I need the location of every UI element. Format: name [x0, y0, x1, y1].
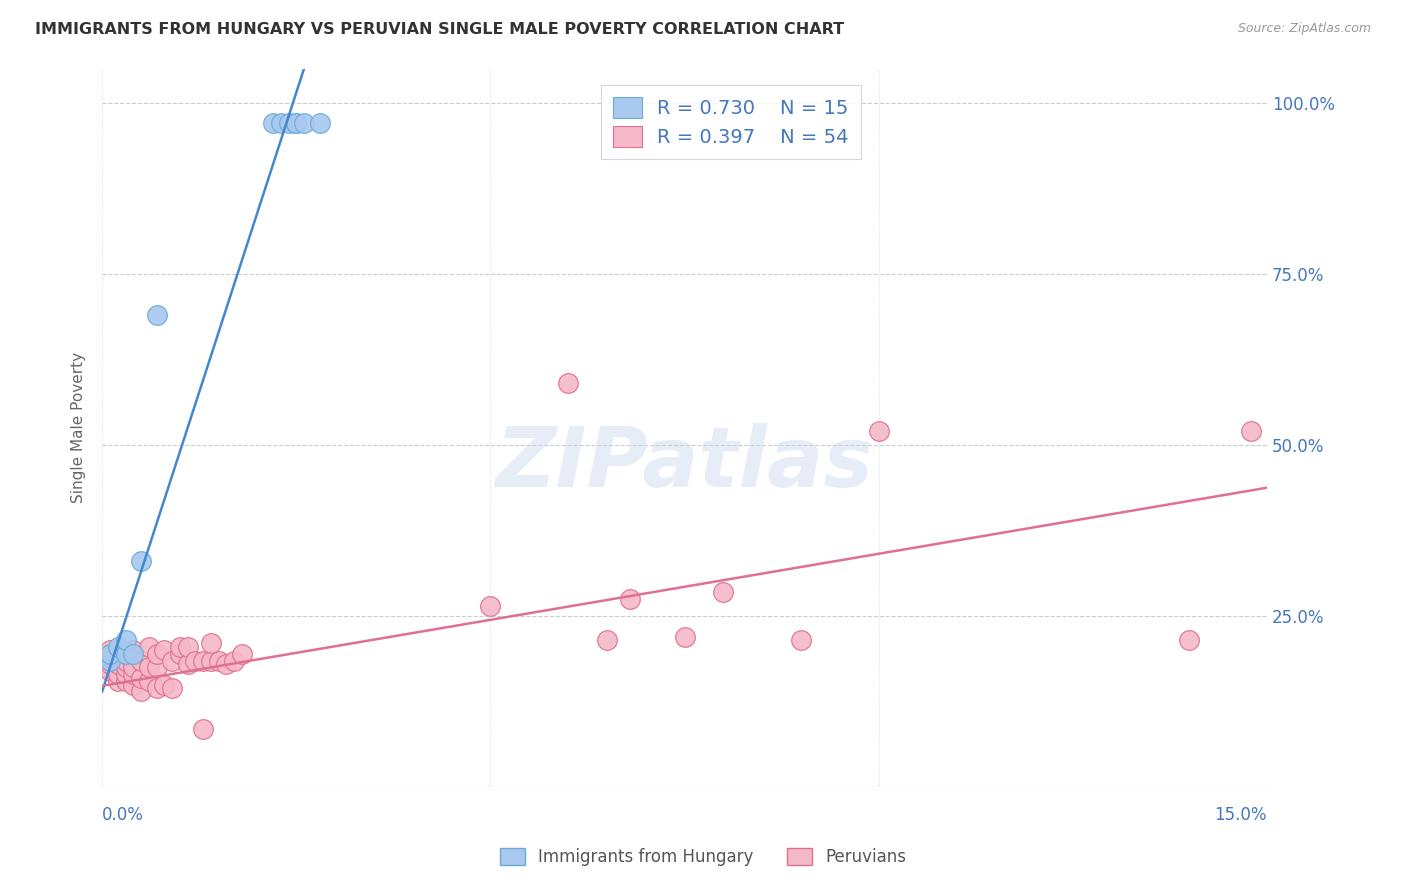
Point: [160, 654, 183, 668]
Point: [557, 376, 579, 391]
Point: [270, 116, 292, 130]
Point: [619, 591, 641, 606]
Y-axis label: Single Male Poverty: Single Male Poverty: [72, 352, 86, 503]
Point: [107, 667, 129, 681]
Point: [292, 116, 315, 130]
Point: [285, 116, 308, 130]
Point: [114, 660, 136, 674]
Point: [285, 116, 308, 130]
Point: [98, 643, 121, 657]
Point: [122, 667, 145, 681]
Point: [114, 647, 136, 661]
Point: [191, 722, 214, 736]
Point: [308, 116, 330, 130]
Point: [122, 647, 145, 661]
Point: [107, 640, 129, 654]
Point: [176, 657, 198, 671]
Point: [200, 636, 222, 650]
Point: [98, 650, 121, 665]
Point: [114, 667, 136, 681]
Point: [98, 654, 121, 668]
Point: [129, 654, 152, 668]
Point: [262, 116, 284, 130]
Point: [138, 640, 160, 654]
Point: [145, 681, 167, 695]
Point: [129, 671, 152, 685]
Point: [191, 654, 214, 668]
Point: [107, 650, 129, 665]
Text: IMMIGRANTS FROM HUNGARY VS PERUVIAN SINGLE MALE POVERTY CORRELATION CHART: IMMIGRANTS FROM HUNGARY VS PERUVIAN SING…: [35, 22, 844, 37]
Point: [98, 657, 121, 671]
Point: [176, 640, 198, 654]
Point: [184, 654, 207, 668]
Point: [673, 630, 696, 644]
Point: [98, 647, 121, 661]
Point: [790, 633, 813, 648]
Point: [107, 674, 129, 689]
Point: [107, 643, 129, 657]
Point: [129, 684, 152, 698]
Legend: Immigrants from Hungary, Peruvians: Immigrants from Hungary, Peruvians: [494, 841, 912, 873]
Legend: R = 0.730    N = 15, R = 0.397    N = 54: R = 0.730 N = 15, R = 0.397 N = 54: [602, 86, 860, 159]
Point: [169, 640, 191, 654]
Point: [1240, 424, 1263, 438]
Point: [868, 424, 890, 438]
Point: [208, 654, 231, 668]
Point: [596, 633, 619, 648]
Point: [122, 677, 145, 691]
Point: [215, 657, 238, 671]
Point: [1178, 633, 1201, 648]
Point: [224, 654, 246, 668]
Point: [129, 554, 152, 568]
Point: [479, 599, 502, 613]
Point: [711, 585, 734, 599]
Point: [107, 657, 129, 671]
Text: ZIPatlas: ZIPatlas: [496, 424, 873, 504]
Point: [169, 647, 191, 661]
Point: [153, 643, 176, 657]
Point: [145, 647, 167, 661]
Point: [231, 647, 253, 661]
Point: [114, 654, 136, 668]
Text: 0.0%: 0.0%: [103, 806, 143, 824]
Point: [114, 633, 136, 648]
Point: [145, 308, 167, 322]
Point: [138, 674, 160, 689]
Point: [114, 674, 136, 689]
Point: [122, 643, 145, 657]
Text: 15.0%: 15.0%: [1215, 806, 1267, 824]
Point: [160, 681, 183, 695]
Point: [145, 660, 167, 674]
Point: [138, 660, 160, 674]
Point: [200, 654, 222, 668]
Point: [122, 660, 145, 674]
Point: [114, 647, 136, 661]
Point: [277, 116, 299, 130]
Point: [153, 677, 176, 691]
Point: [98, 664, 121, 678]
Text: Source: ZipAtlas.com: Source: ZipAtlas.com: [1237, 22, 1371, 36]
